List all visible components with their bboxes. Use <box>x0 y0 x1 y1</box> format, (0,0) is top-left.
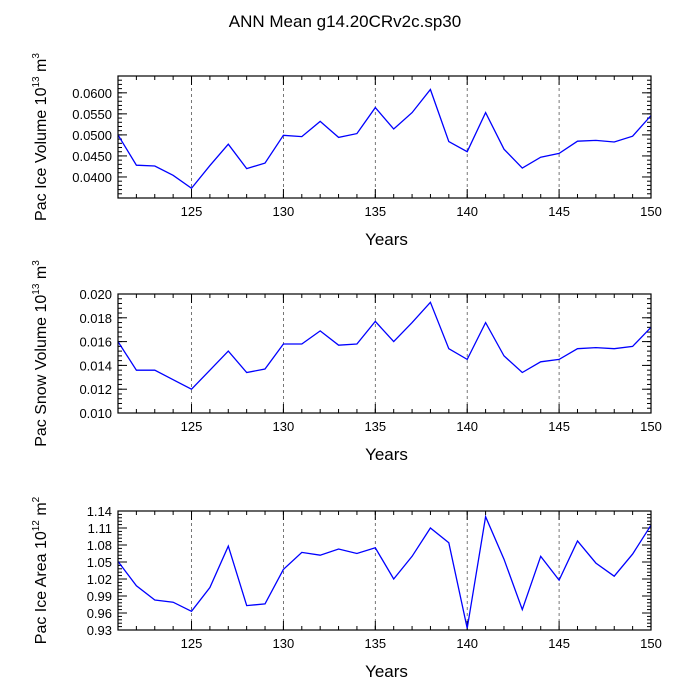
x-tick-label: 135 <box>364 419 386 434</box>
y-axis-label-part: 12 <box>31 520 42 532</box>
y-tick-label: 1.14 <box>87 504 112 519</box>
x-axis-label: Years <box>365 662 408 681</box>
y-tick-label: 1.05 <box>87 555 112 570</box>
plot-frame <box>117 510 652 631</box>
y-axis-label-part: 2 <box>31 496 42 502</box>
y-tick-label: 0.99 <box>87 589 112 604</box>
y-axis-label-part: 13 <box>31 283 42 295</box>
x-tick-label: 140 <box>456 204 478 219</box>
panel-3: 125 130 135 140 145 150 0.93 0.96 0.99 1.02 1.05 1.… <box>31 496 662 681</box>
y-axis-label: Pac Ice Area 1012 m2 <box>31 496 50 644</box>
plot-frame <box>117 293 652 414</box>
y-tick-label: 0.014 <box>79 358 112 373</box>
y-tick-label: 0.010 <box>79 406 112 421</box>
chart-title: ANN Mean g14.20CRv2c.sp30 <box>229 12 461 31</box>
y-axis-label: Pac Ice Volume 1013 m3 <box>31 53 50 221</box>
x-tick-label: 145 <box>548 204 570 219</box>
y-tick-label: 0.012 <box>79 382 112 397</box>
x-tick-label: 135 <box>364 636 386 651</box>
y-tick-label: 1.11 <box>88 521 112 536</box>
x-tick-label: 125 <box>181 636 203 651</box>
y-tick-label: 0.93 <box>87 623 112 638</box>
series-line-panel-1 <box>117 88 652 190</box>
x-tick-label: 125 <box>181 204 203 219</box>
y-tick-label: 0.0400 <box>72 170 112 185</box>
y-tick-label: 0.018 <box>79 311 112 326</box>
y-axis-label-part: Pac Snow Volume <box>33 312 50 446</box>
x-tick-label: 150 <box>640 636 662 651</box>
x-axis-label: Years <box>365 230 408 249</box>
panel-1: 125 130 135 140 145 150 0.0400 0.0450 0.0500 0.05… <box>31 53 662 249</box>
y-tick-label: 0.0550 <box>72 107 112 122</box>
x-tick-label: 135 <box>364 204 386 219</box>
y-axis-label-part: 13 <box>31 76 42 88</box>
x-tick-label: 140 <box>456 636 478 651</box>
y-axis-label-part: m <box>33 502 50 520</box>
y-axis-label-part: m <box>33 266 50 284</box>
y-axis-label-part: 3 <box>31 53 42 59</box>
x-tick-label: 150 <box>640 204 662 219</box>
y-tick-label: 0.0450 <box>72 149 112 164</box>
y-axis-label-part: Pac Ice Area <box>33 549 50 644</box>
x-tick-label: 130 <box>273 419 295 434</box>
y-axis-label-part: 10 <box>33 531 50 549</box>
chart-panels: 125 130 135 140 145 150 0.0400 0.0450 0.0500 0.05… <box>31 53 662 681</box>
x-tick-label: 130 <box>273 204 295 219</box>
y-axis-label-part: m <box>33 59 50 77</box>
y-tick-label: 0.96 <box>87 606 112 621</box>
x-tick-label: 125 <box>181 419 203 434</box>
y-tick-label: 1.08 <box>87 538 112 553</box>
x-tick-label: 140 <box>456 419 478 434</box>
y-tick-label: 0.0500 <box>72 128 112 143</box>
x-axis-label: Years <box>365 445 408 464</box>
series-line-panel-3 <box>117 514 652 629</box>
y-axis-label: Pac Snow Volume 1013 m3 <box>31 260 50 447</box>
x-tick-label: 145 <box>548 636 570 651</box>
y-tick-label: 0.020 <box>79 287 112 302</box>
x-tick-label: 145 <box>548 419 570 434</box>
y-axis-label-part: 10 <box>33 87 50 105</box>
y-tick-label: 1.02 <box>87 572 112 587</box>
plot-frame <box>117 75 652 199</box>
x-tick-label: 130 <box>273 636 295 651</box>
y-axis-label-part: 3 <box>31 260 42 266</box>
panel-2: 125 130 135 140 145 150 0.010 0.012 0.014 0.016 0.… <box>31 260 662 464</box>
y-axis-label-part: 10 <box>33 295 50 313</box>
y-tick-label: 0.016 <box>79 335 112 350</box>
series-line-panel-2 <box>117 301 652 390</box>
x-tick-label: 150 <box>640 419 662 434</box>
y-axis-label-part: Pac Ice Volume <box>33 105 50 221</box>
y-tick-label: 0.0600 <box>72 86 112 101</box>
